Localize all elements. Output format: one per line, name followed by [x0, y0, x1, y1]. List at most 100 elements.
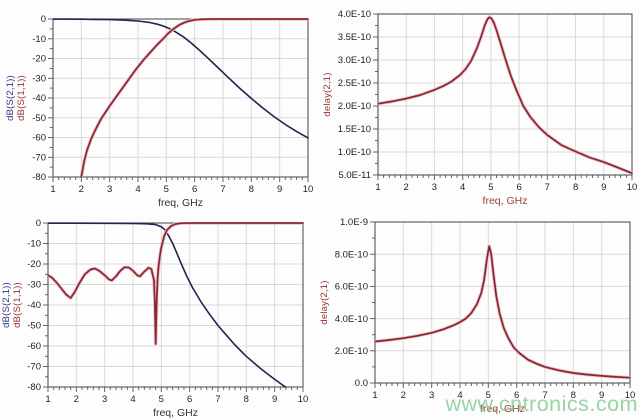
y-tick-label: 5.0E-11: [338, 170, 371, 181]
y-tick-label: -50: [32, 113, 46, 124]
chart-s-parameters-top-left: 1 2 3 4 5 6 7 8 9 10 0 -10 -20 -30 -40 -50 -60 -70 -80 freq…: [0, 0, 320, 210]
x-tick-label: 8: [573, 182, 578, 193]
y-tick-label: 6.0E-10: [335, 282, 368, 293]
x-axis-label: freq, GHz: [483, 195, 528, 207]
series-delay-21: [378, 16, 633, 175]
y-axis-label: delay(2,1): [320, 280, 330, 324]
x-tick-label: 10: [625, 390, 636, 401]
y-tick-label: 0.0: [355, 378, 368, 389]
x-axis-label: freq, GHz: [158, 197, 203, 209]
x-tick-label: 5: [486, 390, 491, 401]
series-db-s11: [80, 18, 309, 178]
y-tick-label: 0: [36, 218, 41, 229]
y-tick-label: -60: [32, 133, 46, 144]
x-tick-label: 1: [50, 184, 55, 195]
y-tick-label: -80: [32, 172, 46, 183]
chart-svg-group-delay-elliptic: 1 2 3 4 5 6 7 8 9 10 0.0 2.0E-10 4.0E-10 6.0E-10 8.0E-…: [319, 217, 636, 415]
y-tick-label: -60: [27, 341, 41, 352]
x-tick-label: 7: [220, 184, 225, 195]
y-tick-label: 1.0E-9: [340, 217, 368, 228]
x-tick-label: 3: [107, 184, 112, 195]
y-tick-label: -30: [32, 74, 46, 85]
y-tick-label: 4.0E-10: [335, 314, 368, 325]
x-tick-label: 5: [488, 182, 493, 193]
x-tick-label: 4: [460, 182, 465, 193]
x-tick-label: 1: [375, 182, 380, 193]
x-tick-label: 2: [74, 394, 79, 405]
plot-border: [377, 13, 633, 176]
x-tick-label: 3: [432, 182, 437, 193]
x-tick-label: 8: [571, 390, 576, 401]
x-tick-label: 8: [249, 184, 254, 195]
y-tick-label: -30: [27, 280, 41, 291]
x-tick-label: 2: [401, 390, 406, 401]
x-tick-label: 6: [514, 390, 519, 401]
chart-svg-group-delay-butterworth: 1 2 3 4 5 6 7 8 9 10 5.0E-11 1.0E-10 1.5E-10 2.0E-10 2…: [322, 9, 638, 207]
x-tick-label: 4: [135, 184, 140, 195]
y-tick-label: -10: [32, 34, 46, 45]
x-tick-label: 9: [601, 182, 606, 193]
chart-s-parameters-bottom-left: 1 2 3 4 5 6 7 8 9 10 0 -10 -20 -30 -40 -50 -60 -70 -80 freq…: [0, 210, 320, 420]
y-tick-label: -50: [27, 321, 41, 332]
y-tick-label: 0: [41, 14, 46, 25]
y-tick-label: -80: [27, 382, 41, 393]
plot-border: [52, 18, 309, 178]
y-tick-label: 3.0E-10: [338, 55, 371, 66]
x-tick-label: 10: [303, 184, 314, 195]
x-tick-label: 2: [404, 182, 409, 193]
x-tick-label: 4: [130, 394, 135, 405]
chart-svg-s-params-lowpass-butterworth: 1 2 3 4 5 6 7 8 9 10 0 -10 -20 -30 -40 -50 -60 -70 -80 freq…: [5, 14, 314, 209]
x-tick-label: 6: [192, 184, 197, 195]
x-tick-label: 7: [215, 394, 220, 405]
chart-svg-s-params-lowpass-elliptic: 1 2 3 4 5 6 7 8 9 10 0 -10 -20 -30 -40 -50 -60 -70 -80 freq…: [1, 218, 309, 419]
series-db-s21: [48, 222, 287, 388]
y-tick-label: -20: [27, 259, 41, 270]
x-axis-label: freq, GHz: [480, 403, 525, 415]
x-tick-label: 6: [187, 394, 192, 405]
y-axis-label: dB(S(2,1)): [5, 75, 16, 121]
x-tick-label: 3: [429, 390, 434, 401]
series-db-s11: [48, 222, 304, 345]
x-tick-label: 1: [45, 394, 50, 405]
x-tick-label: 10: [298, 394, 309, 405]
y-axis-label: delay(2,1): [322, 72, 333, 116]
x-tick-label: 5: [159, 394, 164, 405]
x-tick-label: 7: [542, 390, 547, 401]
x-tick-label: 8: [244, 394, 249, 405]
y-tick-label: 2.5E-10: [338, 78, 371, 89]
chart-group-delay-top-right: 1 2 3 4 5 6 7 8 9 10 5.0E-11 1.0E-10 1.5E-10 2.0E-10 2…: [320, 0, 640, 210]
y-tick-label: -70: [32, 152, 46, 163]
y-axis-label: dB(S(1,1)): [16, 75, 27, 121]
chart-group-delay-bottom-right: 1 2 3 4 5 6 7 8 9 10 0.0 2.0E-10 4.0E-10 6.0E-10 8.0E-…: [319, 210, 640, 420]
y-tick-label: 4.0E-10: [338, 9, 371, 20]
y-tick-label: 2.0E-10: [338, 101, 371, 112]
y-tick-label: 8.0E-10: [335, 249, 368, 260]
x-tick-label: 6: [516, 182, 521, 193]
x-tick-label: 9: [277, 184, 282, 195]
y-tick-label: -40: [27, 300, 41, 311]
x-tick-label: 5: [164, 184, 169, 195]
y-axis-label: dB(S(1,1)): [12, 282, 23, 328]
x-tick-label: 9: [599, 390, 604, 401]
y-tick-label: -20: [32, 54, 46, 65]
y-tick-label: 1.0E-10: [338, 147, 371, 158]
x-tick-label: 3: [102, 394, 107, 405]
series-halo-delay-21: [375, 244, 631, 380]
x-tick-label: 1: [372, 390, 377, 401]
y-tick-label: -70: [27, 362, 41, 373]
y-tick-label: -10: [27, 239, 41, 250]
series-delay-21: [375, 245, 631, 379]
x-tick-label: 4: [457, 390, 462, 401]
y-tick-label: -40: [32, 93, 46, 104]
x-tick-label: 7: [545, 182, 550, 193]
x-tick-label: 10: [627, 182, 638, 193]
y-axis-label: dB(S(2,1)): [1, 282, 12, 328]
x-axis-label: freq, GHz: [153, 407, 198, 419]
y-tick-label: 2.0E-10: [335, 346, 368, 357]
x-tick-label: 2: [79, 184, 84, 195]
y-tick-label: 1.5E-10: [338, 124, 371, 135]
series-db-s21: [53, 18, 309, 139]
x-tick-label: 9: [272, 394, 277, 405]
y-tick-label: 3.5E-10: [338, 32, 371, 43]
